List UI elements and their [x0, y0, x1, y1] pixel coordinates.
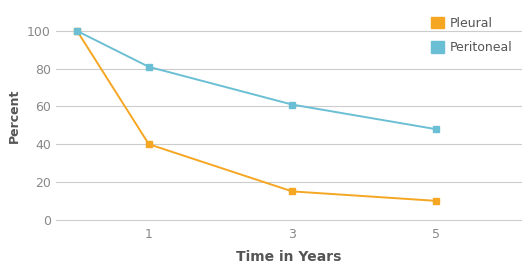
Pleural — [289, 190, 295, 193]
Pleural — [432, 199, 439, 202]
Line: Peritoneal: Peritoneal — [74, 27, 439, 132]
Peritoneal — [146, 65, 152, 69]
Legend: Pleural, Peritoneal: Pleural, Peritoneal — [427, 12, 518, 59]
Peritoneal — [289, 103, 295, 106]
Line: Pleural: Pleural — [74, 27, 439, 204]
Pleural — [146, 143, 152, 146]
X-axis label: Time in Years: Time in Years — [236, 250, 341, 264]
Pleural — [74, 29, 81, 33]
Peritoneal — [432, 128, 439, 131]
Peritoneal — [74, 29, 81, 33]
Y-axis label: Percent: Percent — [8, 89, 21, 143]
